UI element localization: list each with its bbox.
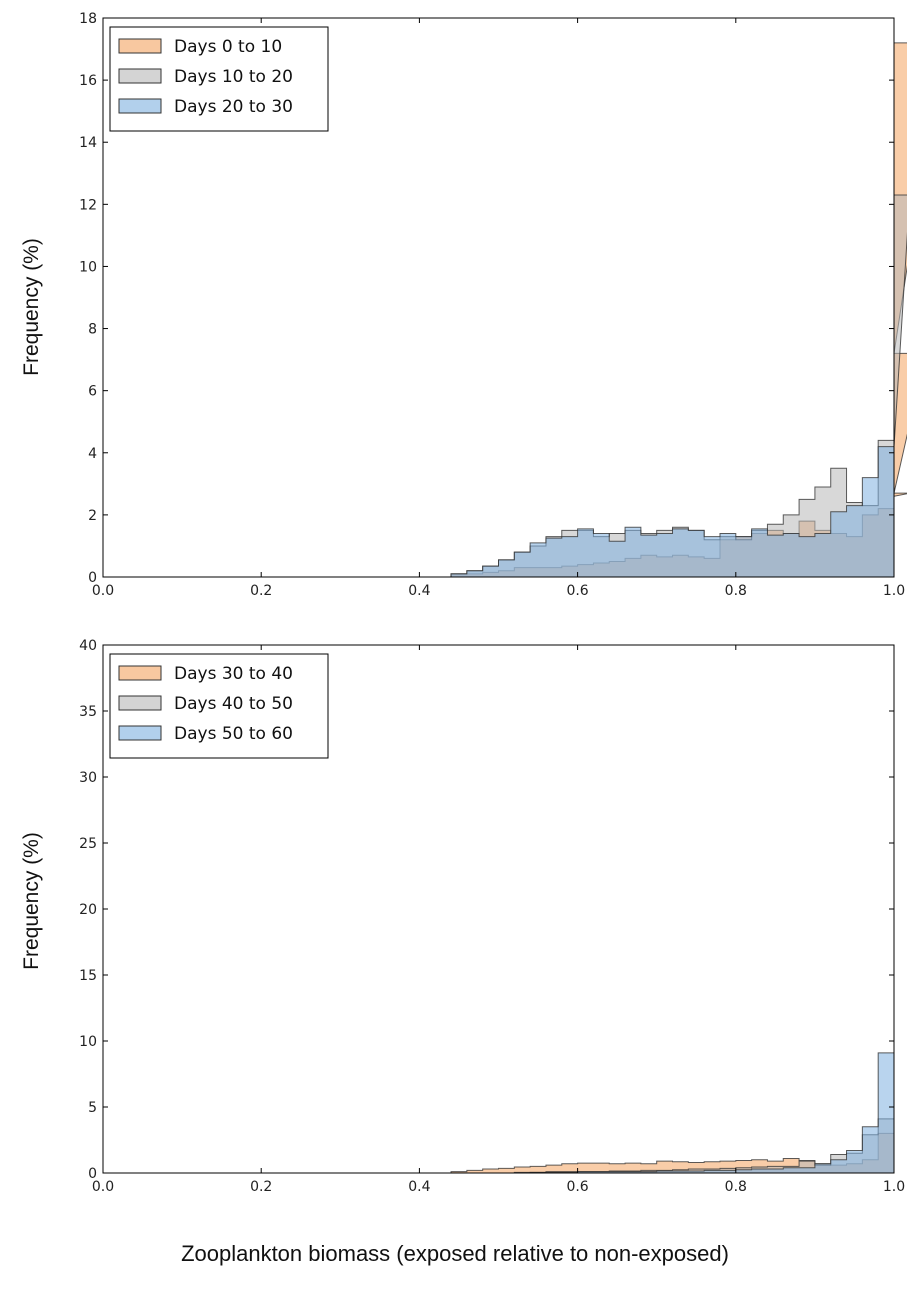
legend-swatch-1 bbox=[118, 38, 162, 54]
y-tick-label: 0 bbox=[88, 1166, 97, 1182]
legend-label-1: Days 30 to 40 bbox=[174, 664, 293, 684]
histogram-series-3 bbox=[435, 734, 895, 1174]
legend-label-2: Days 10 to 20 bbox=[174, 67, 293, 87]
legend-label-3: Days 50 to 60 bbox=[174, 724, 293, 744]
y-tick-label: 12 bbox=[79, 197, 97, 213]
legend-swatch-2 bbox=[118, 695, 162, 711]
y-tick-label: 16 bbox=[79, 73, 97, 89]
top-histogram: 0.0 0.2 0.4 0.6 0.8 1.0 0 2 4 6 8 10 12 14 16 18 Days 0 … bbox=[79, 11, 907, 599]
y-tick-label: 2 bbox=[88, 508, 97, 524]
bottom-histogram: 0.0 0.2 0.4 0.6 0.8 1.0 0 5 10 15 20 25 30 35 40 Days 3… bbox=[79, 638, 905, 1195]
histogram-series-3 bbox=[435, 353, 895, 578]
x-tick-label: 0.8 bbox=[725, 583, 747, 599]
x-tick-label: 0.2 bbox=[250, 1179, 272, 1195]
x-axis-label: Zooplankton biomass (exposed relative to… bbox=[181, 1241, 729, 1266]
x-tick-label: 0.4 bbox=[408, 1179, 430, 1195]
legend-label-3: Days 20 to 30 bbox=[174, 97, 293, 117]
x-tick-label: 0.6 bbox=[566, 583, 588, 599]
y-tick-label: 10 bbox=[79, 1034, 97, 1050]
y-tick-label: 8 bbox=[88, 322, 97, 338]
x-tick-label: 0.0 bbox=[92, 1179, 114, 1195]
y-tick-label: 40 bbox=[79, 638, 97, 654]
y-tick-label: 25 bbox=[79, 836, 97, 852]
y-tick-label: 20 bbox=[79, 902, 97, 918]
x-tick-label: 0.2 bbox=[250, 583, 272, 599]
x-tick-label: 0.4 bbox=[408, 583, 430, 599]
y-axis-label-bottom: Frequency (%) bbox=[20, 832, 43, 970]
y-tick-label: 35 bbox=[79, 704, 97, 720]
legend-swatch-2 bbox=[118, 68, 162, 84]
y-tick-label: 0 bbox=[88, 570, 97, 586]
x-tick-label: 1.0 bbox=[883, 1179, 905, 1195]
x-tick-label: 0.0 bbox=[92, 583, 114, 599]
y-tick-label: 4 bbox=[88, 446, 97, 462]
y-axis-label-top: Frequency (%) bbox=[20, 238, 43, 376]
y-tick-label: 30 bbox=[79, 770, 97, 786]
x-tick-label: 1.0 bbox=[883, 583, 905, 599]
x-tick-label: 0.8 bbox=[725, 1179, 747, 1195]
y-tick-label: 6 bbox=[88, 384, 97, 400]
x-tick-label: 0.6 bbox=[566, 1179, 588, 1195]
y-tick-label: 18 bbox=[79, 11, 97, 27]
y-tick-label: 10 bbox=[79, 259, 97, 275]
y-tick-label: 5 bbox=[88, 1100, 97, 1116]
legend-swatch-1 bbox=[118, 665, 162, 681]
legend-label-2: Days 40 to 50 bbox=[174, 694, 293, 714]
axes-frame bbox=[102, 17, 895, 578]
legend-swatch-3 bbox=[118, 725, 162, 741]
legend-label-1: Days 0 to 10 bbox=[174, 37, 282, 57]
y-tick-label: 15 bbox=[79, 968, 97, 984]
legend-swatch-3 bbox=[118, 98, 162, 114]
y-tick-label: 14 bbox=[79, 135, 97, 151]
